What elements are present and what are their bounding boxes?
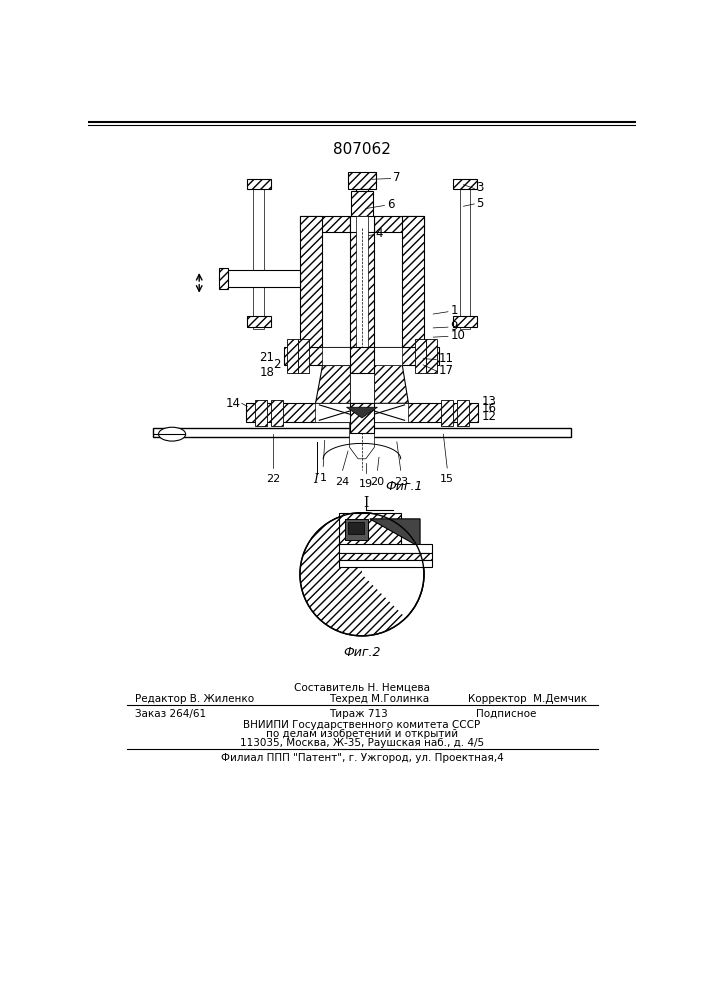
Bar [414,339,426,373]
Bar [322,347,402,365]
Bar [349,403,374,433]
Text: Фиг.2: Фиг.2 [343,646,380,659]
Bar [218,268,228,289]
Text: Составитель Н. Немцева: Составитель Н. Немцева [294,682,430,692]
Polygon shape [370,519,420,547]
Bar [356,189,368,212]
Bar [426,339,437,373]
Text: 5: 5 [476,197,484,210]
Polygon shape [349,365,374,403]
Text: I: I [313,473,318,486]
Text: 21: 21 [259,351,274,364]
Text: Техред М.Голинка: Техред М.Голинка [329,694,428,704]
Text: Подписное: Подписное [476,709,536,719]
Text: 7: 7 [393,171,400,184]
Bar [402,216,424,351]
Bar [287,339,298,373]
Bar [356,189,368,235]
Text: I: I [363,496,368,510]
Polygon shape [315,365,349,403]
Polygon shape [374,365,409,403]
Bar [223,270,300,287]
Text: 23: 23 [394,477,408,487]
Bar [339,560,432,567]
Polygon shape [349,422,374,459]
Bar [351,216,373,232]
Text: 10: 10 [450,329,465,342]
Bar [339,544,432,553]
Bar [255,400,267,426]
Bar [322,216,402,351]
Text: 19: 19 [358,479,373,489]
Text: 24: 24 [335,477,350,487]
Bar [247,316,271,327]
Bar [349,216,374,359]
Text: 1: 1 [450,304,458,317]
Text: 16: 16 [482,402,497,415]
Bar [348,522,363,534]
Bar [153,428,571,437]
Bar [339,553,432,560]
Bar [356,216,368,366]
Text: Тираж 713: Тираж 713 [329,709,387,719]
Bar [453,179,477,189]
Text: Корректор  М.Демчик: Корректор М.Демчик [468,694,588,704]
Bar [349,347,374,373]
Text: 2: 2 [273,358,281,371]
Bar [300,216,322,351]
Bar [441,400,453,426]
Text: 18: 18 [259,366,274,379]
Text: 11: 11 [438,352,454,365]
Text: 17: 17 [438,364,454,377]
Text: 14: 14 [226,397,240,410]
Text: по делам изобретений и открытий: по делам изобретений и открытий [266,729,458,739]
Text: Заказ 264/61: Заказ 264/61 [135,709,206,719]
Text: 9: 9 [450,320,458,333]
Text: 20: 20 [370,477,385,487]
Text: 3: 3 [476,181,484,194]
Polygon shape [346,407,378,418]
Wedge shape [362,513,424,618]
Text: 807062: 807062 [333,142,391,157]
Bar [339,513,401,545]
Circle shape [300,513,424,636]
Bar [246,403,478,422]
Text: Фиг.1: Фиг.1 [385,480,423,493]
Text: 12: 12 [482,410,497,423]
Text: 1: 1 [320,473,327,483]
Bar [345,519,368,540]
Bar [315,403,409,422]
Text: Редактор В. Жиленко: Редактор В. Жиленко [135,694,254,704]
Text: 4: 4 [375,227,382,240]
Bar [271,400,283,426]
Bar [453,316,477,327]
Text: 13: 13 [482,395,497,408]
Text: ВНИИПИ Государственного комитета СССР: ВНИИПИ Государственного комитета СССР [243,720,481,730]
Text: 22: 22 [266,474,280,484]
Bar [351,191,373,228]
Text: 6: 6 [387,198,395,211]
Bar [247,179,271,189]
Bar [298,339,309,373]
Bar [300,216,424,232]
Text: 113035, Москва, Ж-35, Раушская наб., д. 4/5: 113035, Москва, Ж-35, Раушская наб., д. … [240,738,484,748]
Bar [253,183,264,329]
Bar [460,183,470,329]
Text: 15: 15 [440,474,454,484]
Bar [284,347,440,365]
Text: Филиал ППП "Патент", г. Ужгород, ул. Проектная,4: Филиал ППП "Патент", г. Ужгород, ул. Про… [221,753,503,763]
Bar [348,172,376,189]
Ellipse shape [158,427,186,441]
Bar [457,400,469,426]
